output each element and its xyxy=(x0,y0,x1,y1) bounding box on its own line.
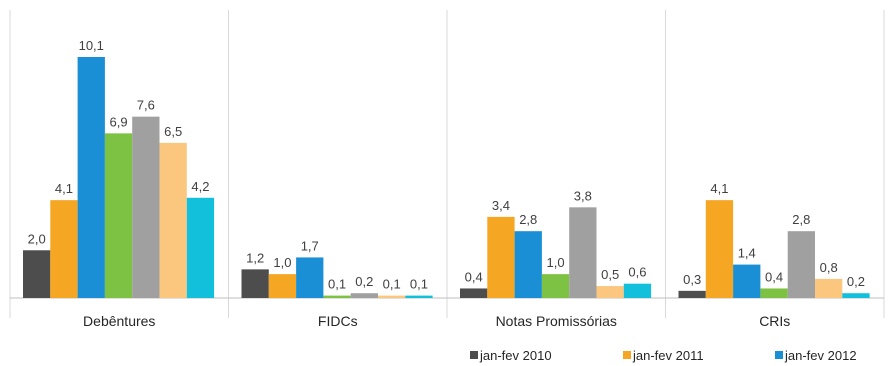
bar-4-notas-promiss-rias xyxy=(542,274,569,298)
data-label: 0,1 xyxy=(410,277,428,292)
bar-7-deb-ntures xyxy=(187,198,214,298)
data-label: 0,8 xyxy=(820,260,838,275)
bar-3-notas-promiss-rias xyxy=(515,231,542,298)
bar-1-fidcs xyxy=(242,269,269,298)
bar-4-deb-ntures xyxy=(105,133,132,298)
bar-5-notas-promiss-rias xyxy=(569,207,596,298)
legend-label: jan-fev 2012 xyxy=(784,348,857,363)
bar-6-notas-promiss-rias xyxy=(597,286,624,298)
data-label: 0,4 xyxy=(765,269,783,284)
data-label: 10,1 xyxy=(79,38,104,53)
bar-1-cris xyxy=(679,291,706,298)
legend-swatch xyxy=(470,351,478,359)
bar-1-notas-promiss-rias xyxy=(460,288,487,298)
data-label: 0,1 xyxy=(383,277,401,292)
data-label: 0,6 xyxy=(628,265,646,280)
data-label: 4,2 xyxy=(191,179,209,194)
data-label: 1,0 xyxy=(547,255,565,270)
legend-label: jan-fev 2011 xyxy=(632,348,704,363)
data-label: 6,5 xyxy=(164,124,182,139)
bar-2-fidcs xyxy=(269,274,296,298)
data-label: 0,5 xyxy=(601,267,619,282)
bar-3-fidcs xyxy=(296,257,323,298)
bar-6-deb-ntures xyxy=(160,143,187,298)
data-label: 0,3 xyxy=(683,272,701,287)
category-label: CRIs xyxy=(759,313,790,329)
data-label: 1,4 xyxy=(738,246,756,261)
data-label: 7,6 xyxy=(137,98,155,113)
bar-3-deb-ntures xyxy=(78,57,105,298)
data-label: 2,8 xyxy=(792,212,810,227)
data-label: 3,4 xyxy=(492,198,510,213)
legend-swatch xyxy=(623,351,631,359)
bar-7-fidcs xyxy=(405,296,432,298)
bars-layer xyxy=(23,57,870,298)
legend-label: jan-fev 2010 xyxy=(479,348,552,363)
data-label: 0,2 xyxy=(355,274,373,289)
bar-2-notas-promiss-rias xyxy=(487,217,514,298)
legend: jan-fev 2010 jan-fev 2011 jan-fev 2012 xyxy=(470,348,857,363)
bar-6-fidcs xyxy=(378,296,405,298)
data-label: 1,0 xyxy=(273,255,291,270)
bar-1-deb-ntures xyxy=(23,250,50,298)
data-label: 1,7 xyxy=(301,238,319,253)
category-label: FIDCs xyxy=(318,313,358,329)
bar-3-cris xyxy=(733,265,760,298)
bar-2-deb-ntures xyxy=(50,200,77,298)
data-label: 2,0 xyxy=(28,231,46,246)
category-label: Notas Promissórias xyxy=(496,313,617,329)
data-label: 1,2 xyxy=(246,250,264,265)
bar-6-cris xyxy=(815,279,842,298)
data-label: 3,8 xyxy=(574,188,592,203)
data-label: 4,1 xyxy=(55,181,73,196)
bar-4-fidcs xyxy=(323,296,350,298)
category-label: Debêntures xyxy=(83,313,155,329)
data-label: 6,9 xyxy=(110,114,128,129)
bar-7-notas-promiss-rias xyxy=(624,284,651,298)
bar-2-cris xyxy=(706,200,733,298)
category-labels-layer: Debêntures FIDCs Notas Promissórias CRIs xyxy=(83,313,790,329)
bar-4-cris xyxy=(760,288,787,298)
bar-7-cris xyxy=(842,293,869,298)
data-label: 0,2 xyxy=(847,274,865,289)
data-label: 4,1 xyxy=(710,181,728,196)
data-label: 0,1 xyxy=(328,277,346,292)
data-label: 2,8 xyxy=(519,212,537,227)
legend-swatch xyxy=(775,351,783,359)
data-label: 0,4 xyxy=(465,269,483,284)
bar-5-cris xyxy=(788,231,815,298)
bar-5-deb-ntures xyxy=(132,117,159,298)
bar-5-fidcs xyxy=(351,293,378,298)
